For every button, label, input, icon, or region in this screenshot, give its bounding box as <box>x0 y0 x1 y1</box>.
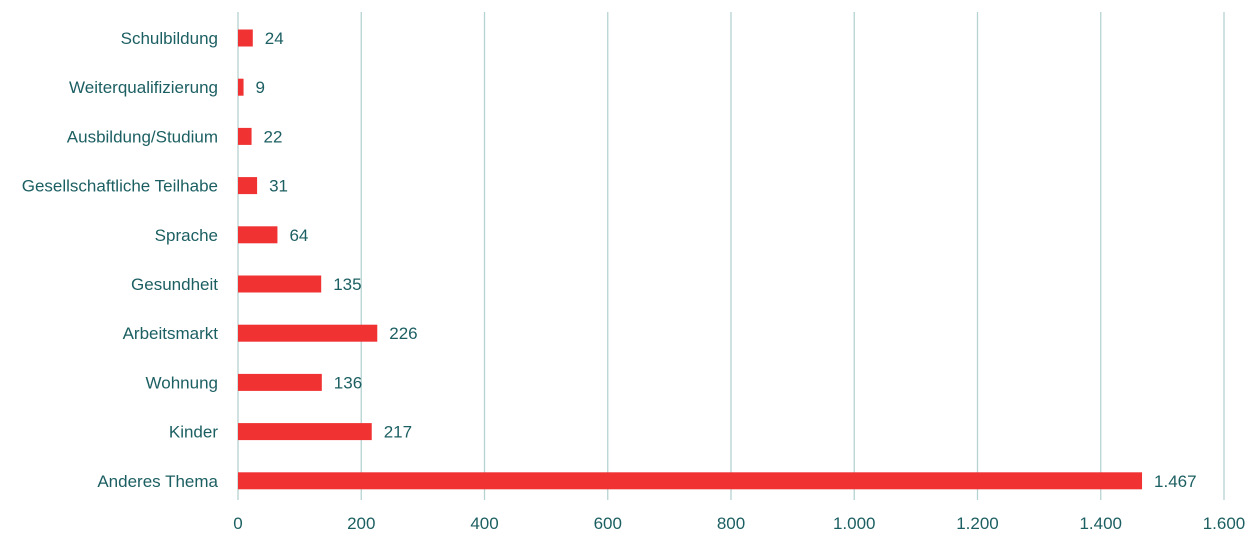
category-label: Gesellschaftliche Teilhabe <box>22 177 218 196</box>
bar <box>238 324 378 342</box>
category-label: Schulbildung <box>121 29 218 48</box>
bar <box>238 373 322 391</box>
bars <box>238 29 1143 490</box>
bar <box>238 226 278 244</box>
bar <box>238 78 244 96</box>
x-tick-label: 0 <box>233 514 242 533</box>
category-labels: Schulbildung Weiterqualifizierung Ausbildu… <box>22 29 219 491</box>
category-label: Gesundheit <box>131 275 218 294</box>
value-label: 226 <box>389 324 417 343</box>
category-label: Sprache <box>155 226 218 245</box>
category-label: Anderes Thema <box>97 472 218 491</box>
category-label: Weiterqualifizierung <box>69 78 218 97</box>
value-label: 1.467 <box>1154 472 1197 491</box>
x-tick-label: 400 <box>470 514 498 533</box>
value-label: 22 <box>264 127 283 146</box>
category-label: Kinder <box>169 423 218 442</box>
bar <box>238 29 253 47</box>
value-label: 135 <box>333 275 361 294</box>
category-label: Arbeitsmarkt <box>123 324 219 343</box>
x-tick-label: 1.000 <box>833 514 876 533</box>
value-labels: 24 9 22 31 64 135 226 136 217 1.467 <box>256 29 1197 491</box>
value-label: 9 <box>256 78 265 97</box>
x-axis-tick-labels: 0 200 400 600 800 1.000 1.200 1.400 1.600 <box>233 514 1245 533</box>
x-tick-label: 1.200 <box>956 514 999 533</box>
value-label: 217 <box>384 423 412 442</box>
value-label: 31 <box>269 177 288 196</box>
value-label: 136 <box>334 373 362 392</box>
bar <box>238 127 252 145</box>
x-tick-label: 600 <box>594 514 622 533</box>
category-label: Ausbildung/Studium <box>67 127 218 146</box>
x-tick-label: 200 <box>347 514 375 533</box>
x-tick-label: 800 <box>717 514 745 533</box>
bar <box>238 275 322 293</box>
x-tick-label: 1.600 <box>1203 514 1246 533</box>
gridlines <box>237 12 1225 500</box>
x-tick-label: 1.400 <box>1079 514 1122 533</box>
value-label: 64 <box>289 226 308 245</box>
bar <box>238 472 1143 490</box>
bar <box>238 177 258 195</box>
value-label: 24 <box>265 29 284 48</box>
bar <box>238 423 372 441</box>
category-label: Wohnung <box>146 373 218 392</box>
